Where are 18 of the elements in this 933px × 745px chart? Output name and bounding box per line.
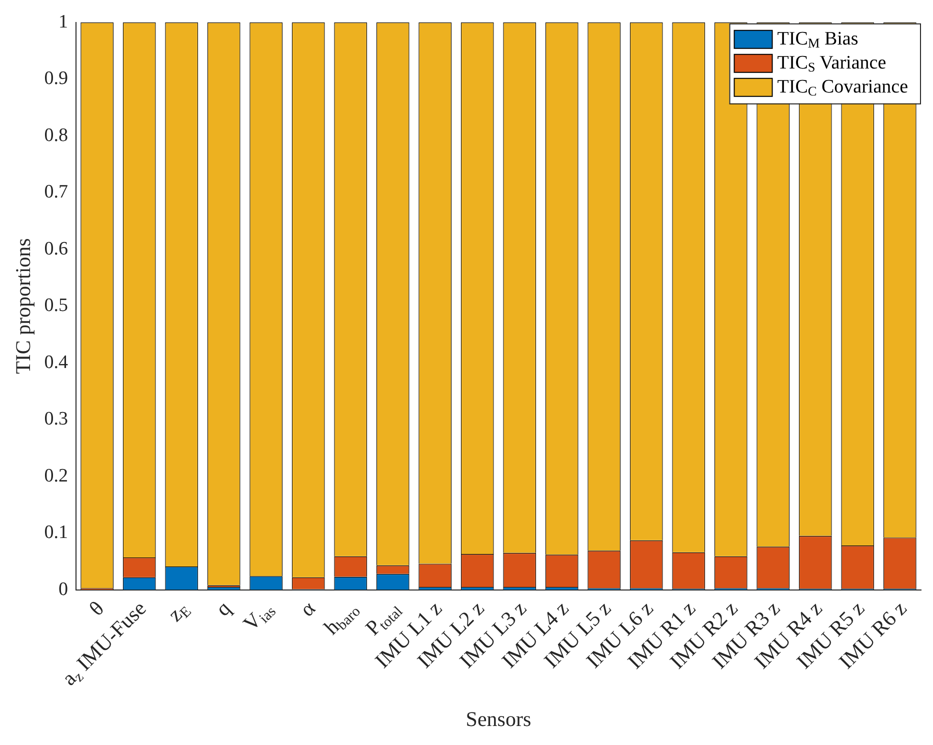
y-tick-label: 0.2 xyxy=(44,465,68,486)
x-tick-label: α xyxy=(295,596,320,622)
y-tick-label: 0.3 xyxy=(44,408,68,430)
x-tick-label: q xyxy=(210,596,236,621)
y-tick-label: 1 xyxy=(58,11,68,32)
y-tick-label: 0.8 xyxy=(44,124,68,146)
y-tick-label: 0 xyxy=(58,578,68,600)
y-tick-label: 0.4 xyxy=(44,352,68,373)
x-tick-label: hbaro xyxy=(319,604,364,640)
y-axis-title: TIC proportions xyxy=(11,238,36,374)
y-tick-label: 0.9 xyxy=(44,68,68,90)
x-tick-label: zE xyxy=(163,602,195,626)
y-tick-label: 0.7 xyxy=(44,182,68,203)
y-tick-label: 0.1 xyxy=(44,522,68,544)
y-tick-label: 0.5 xyxy=(44,295,68,316)
y-tick-label: 0.6 xyxy=(44,238,68,260)
x-axis-title: Sensors xyxy=(466,706,532,731)
x-tick-label: Vias xyxy=(238,604,280,636)
